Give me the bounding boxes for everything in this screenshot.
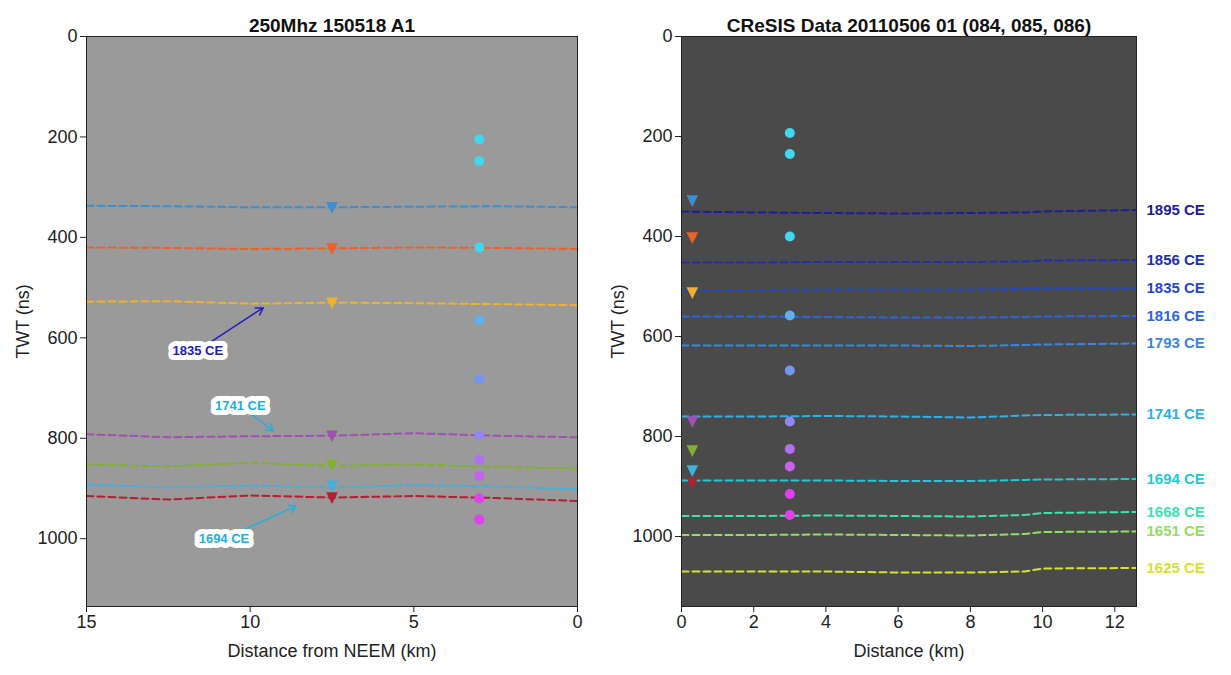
svg-text:5: 5 [409, 612, 419, 632]
svg-text:1651 CE: 1651 CE [1147, 522, 1205, 539]
svg-text:1793 CE: 1793 CE [1147, 334, 1205, 351]
svg-text:1694 CE: 1694 CE [199, 531, 250, 546]
svg-text:12: 12 [1105, 612, 1125, 632]
svg-text:CReSIS Data 20110506 01 (084,: CReSIS Data 20110506 01 (084, 085, 086) [727, 15, 1091, 36]
svg-text:400: 400 [47, 227, 77, 247]
svg-text:1000: 1000 [37, 528, 77, 548]
svg-text:1741 CE: 1741 CE [1147, 405, 1205, 422]
svg-text:1895 CE: 1895 CE [1147, 201, 1205, 218]
svg-text:250Mhz 150518 A1: 250Mhz 150518 A1 [249, 15, 416, 36]
svg-text:400: 400 [642, 226, 672, 246]
svg-text:1694 CE: 1694 CE [1147, 470, 1205, 487]
svg-text:8: 8 [965, 612, 975, 632]
svg-text:0: 0 [676, 612, 686, 632]
svg-text:600: 600 [642, 326, 672, 346]
svg-text:200: 200 [47, 127, 77, 147]
svg-text:1856 CE: 1856 CE [1147, 251, 1205, 268]
svg-text:0: 0 [67, 26, 77, 46]
svg-text:1816 CE: 1816 CE [1147, 307, 1205, 324]
svg-text:10: 10 [1033, 612, 1053, 632]
svg-text:1741 CE: 1741 CE [215, 398, 266, 413]
svg-text:800: 800 [47, 428, 77, 448]
svg-text:1668 CE: 1668 CE [1147, 503, 1205, 520]
svg-text:6: 6 [893, 612, 903, 632]
svg-text:1000: 1000 [632, 526, 672, 546]
svg-text:TWT (ns): TWT (ns) [13, 284, 33, 359]
svg-text:Distance from NEEM (km): Distance from NEEM (km) [227, 641, 436, 661]
svg-text:4: 4 [821, 612, 831, 632]
svg-text:2: 2 [749, 612, 759, 632]
svg-text:1835 CE: 1835 CE [1147, 279, 1205, 296]
svg-text:TWT (ns): TWT (ns) [608, 284, 628, 359]
svg-text:10: 10 [240, 612, 260, 632]
svg-text:0: 0 [662, 26, 672, 46]
svg-text:800: 800 [642, 426, 672, 446]
svg-text:15: 15 [76, 612, 96, 632]
svg-text:0: 0 [572, 612, 582, 632]
svg-text:1625 CE: 1625 CE [1147, 559, 1205, 576]
svg-text:600: 600 [47, 328, 77, 348]
svg-text:Distance (km): Distance (km) [853, 641, 964, 661]
svg-text:200: 200 [642, 126, 672, 146]
svg-text:1835 CE: 1835 CE [172, 343, 223, 358]
